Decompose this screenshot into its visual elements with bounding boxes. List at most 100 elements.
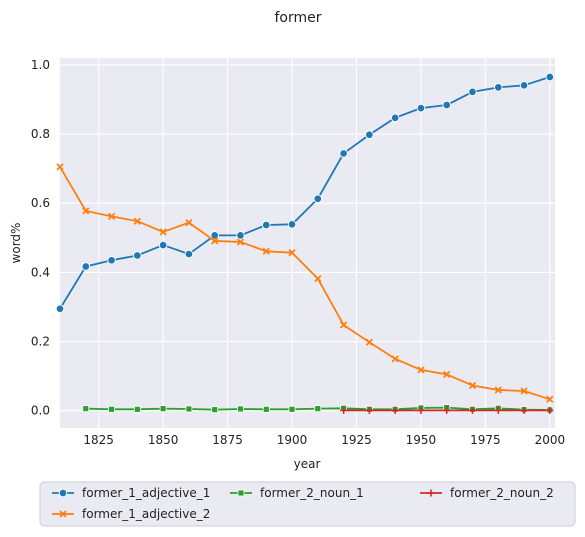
data-point — [391, 355, 399, 363]
data-point — [494, 386, 502, 394]
data-point — [158, 240, 168, 250]
data-point — [107, 256, 116, 265]
data-point — [133, 405, 141, 413]
data-point — [494, 83, 503, 92]
data-point — [262, 247, 270, 255]
legend-label: former_2_noun_2 — [450, 486, 554, 500]
data-point — [58, 488, 68, 498]
legend-label: former_2_noun_1 — [260, 486, 364, 500]
y-tick-label: 1.0 — [31, 58, 50, 72]
x-axis-label: year — [294, 457, 321, 471]
data-point — [211, 406, 219, 414]
data-point — [443, 406, 451, 414]
data-point — [314, 274, 322, 283]
data-point — [390, 113, 400, 123]
data-point — [56, 163, 64, 171]
data-point — [468, 381, 477, 390]
data-point — [494, 406, 502, 414]
data-point — [236, 231, 245, 240]
data-point — [262, 405, 270, 413]
data-point — [313, 194, 323, 203]
data-point — [159, 228, 167, 236]
series — [55, 72, 555, 414]
data-point — [339, 321, 348, 329]
y-tick-label: 0.2 — [31, 335, 50, 349]
data-point — [417, 366, 425, 374]
data-point — [237, 489, 245, 497]
data-point — [365, 338, 374, 346]
legend-item: former_2_noun_2 — [420, 486, 554, 500]
data-point — [82, 405, 90, 413]
series-former_1_adjective_2 — [56, 163, 554, 403]
grid — [60, 58, 555, 428]
data-point — [287, 220, 297, 229]
y-tick-label: 0.8 — [31, 127, 50, 141]
y-tick-label: 0.6 — [31, 196, 50, 210]
data-point — [545, 72, 555, 82]
data-point — [442, 100, 451, 110]
data-point — [417, 406, 425, 414]
data-point — [365, 130, 374, 140]
data-point — [288, 405, 296, 413]
data-point — [236, 238, 245, 246]
data-point — [237, 405, 244, 413]
data-point — [520, 387, 528, 395]
tick-labels: 1825 1850 1875 1900 1925 1950 1975 2000 0.0 0.2 0.… — [31, 58, 565, 447]
data-point — [159, 405, 167, 413]
data-point — [546, 406, 554, 414]
x-tick-label: 2000 — [535, 433, 566, 447]
data-point — [416, 103, 426, 113]
series-former_1_adjective_1 — [55, 72, 555, 313]
series-former_2_noun_2 — [340, 406, 554, 414]
data-point — [443, 370, 451, 379]
data-point — [391, 406, 399, 414]
data-point — [55, 304, 65, 313]
data-point — [520, 406, 528, 414]
data-point — [314, 405, 322, 413]
data-point — [469, 406, 476, 414]
x-tick-label: 1825 — [83, 433, 114, 447]
y-axis-label: word% — [9, 223, 23, 264]
x-tick-label: 1950 — [406, 433, 437, 447]
data-point — [133, 251, 142, 260]
data-point — [288, 249, 296, 257]
data-point — [133, 217, 141, 225]
x-tick-label: 1925 — [341, 433, 372, 447]
data-point — [107, 212, 116, 221]
data-point — [184, 249, 194, 259]
x-tick-label: 1975 — [470, 433, 501, 447]
y-tick-label: 0.4 — [31, 265, 50, 279]
data-point — [468, 87, 477, 97]
legend: former_1_adjective_1 former_1_adjective_2… — [39, 481, 576, 527]
data-point — [59, 510, 67, 518]
data-point — [427, 489, 435, 497]
data-point — [339, 149, 348, 158]
data-point — [81, 262, 91, 271]
legend-items: former_1_adjective_1 former_1_adjective_2… — [52, 486, 554, 521]
data-point — [185, 218, 193, 227]
data-point — [340, 406, 348, 414]
x-tick-label: 1850 — [148, 433, 179, 447]
data-point — [82, 207, 90, 215]
series-line — [59, 166, 551, 401]
data-point — [365, 406, 373, 414]
data-point — [211, 237, 219, 245]
data-point — [185, 405, 193, 413]
chart-title: former — [274, 10, 321, 26]
legend-label: former_1_adjective_1 — [82, 486, 210, 500]
data-point — [210, 231, 219, 240]
plot-area — [60, 58, 555, 428]
data-point — [546, 395, 554, 403]
data-point — [262, 220, 271, 230]
legend-item: former_1_adjective_1 — [52, 486, 210, 500]
y-tick-label: 0.0 — [31, 404, 50, 418]
data-point — [519, 81, 529, 90]
series-line — [59, 76, 551, 310]
data-point — [108, 405, 115, 413]
legend-item: former_1_adjective_2 — [52, 507, 210, 521]
x-tick-label: 1875 — [212, 433, 243, 447]
legend-item: former_2_noun_1 — [230, 486, 364, 500]
legend-label: former_1_adjective_2 — [82, 507, 210, 521]
